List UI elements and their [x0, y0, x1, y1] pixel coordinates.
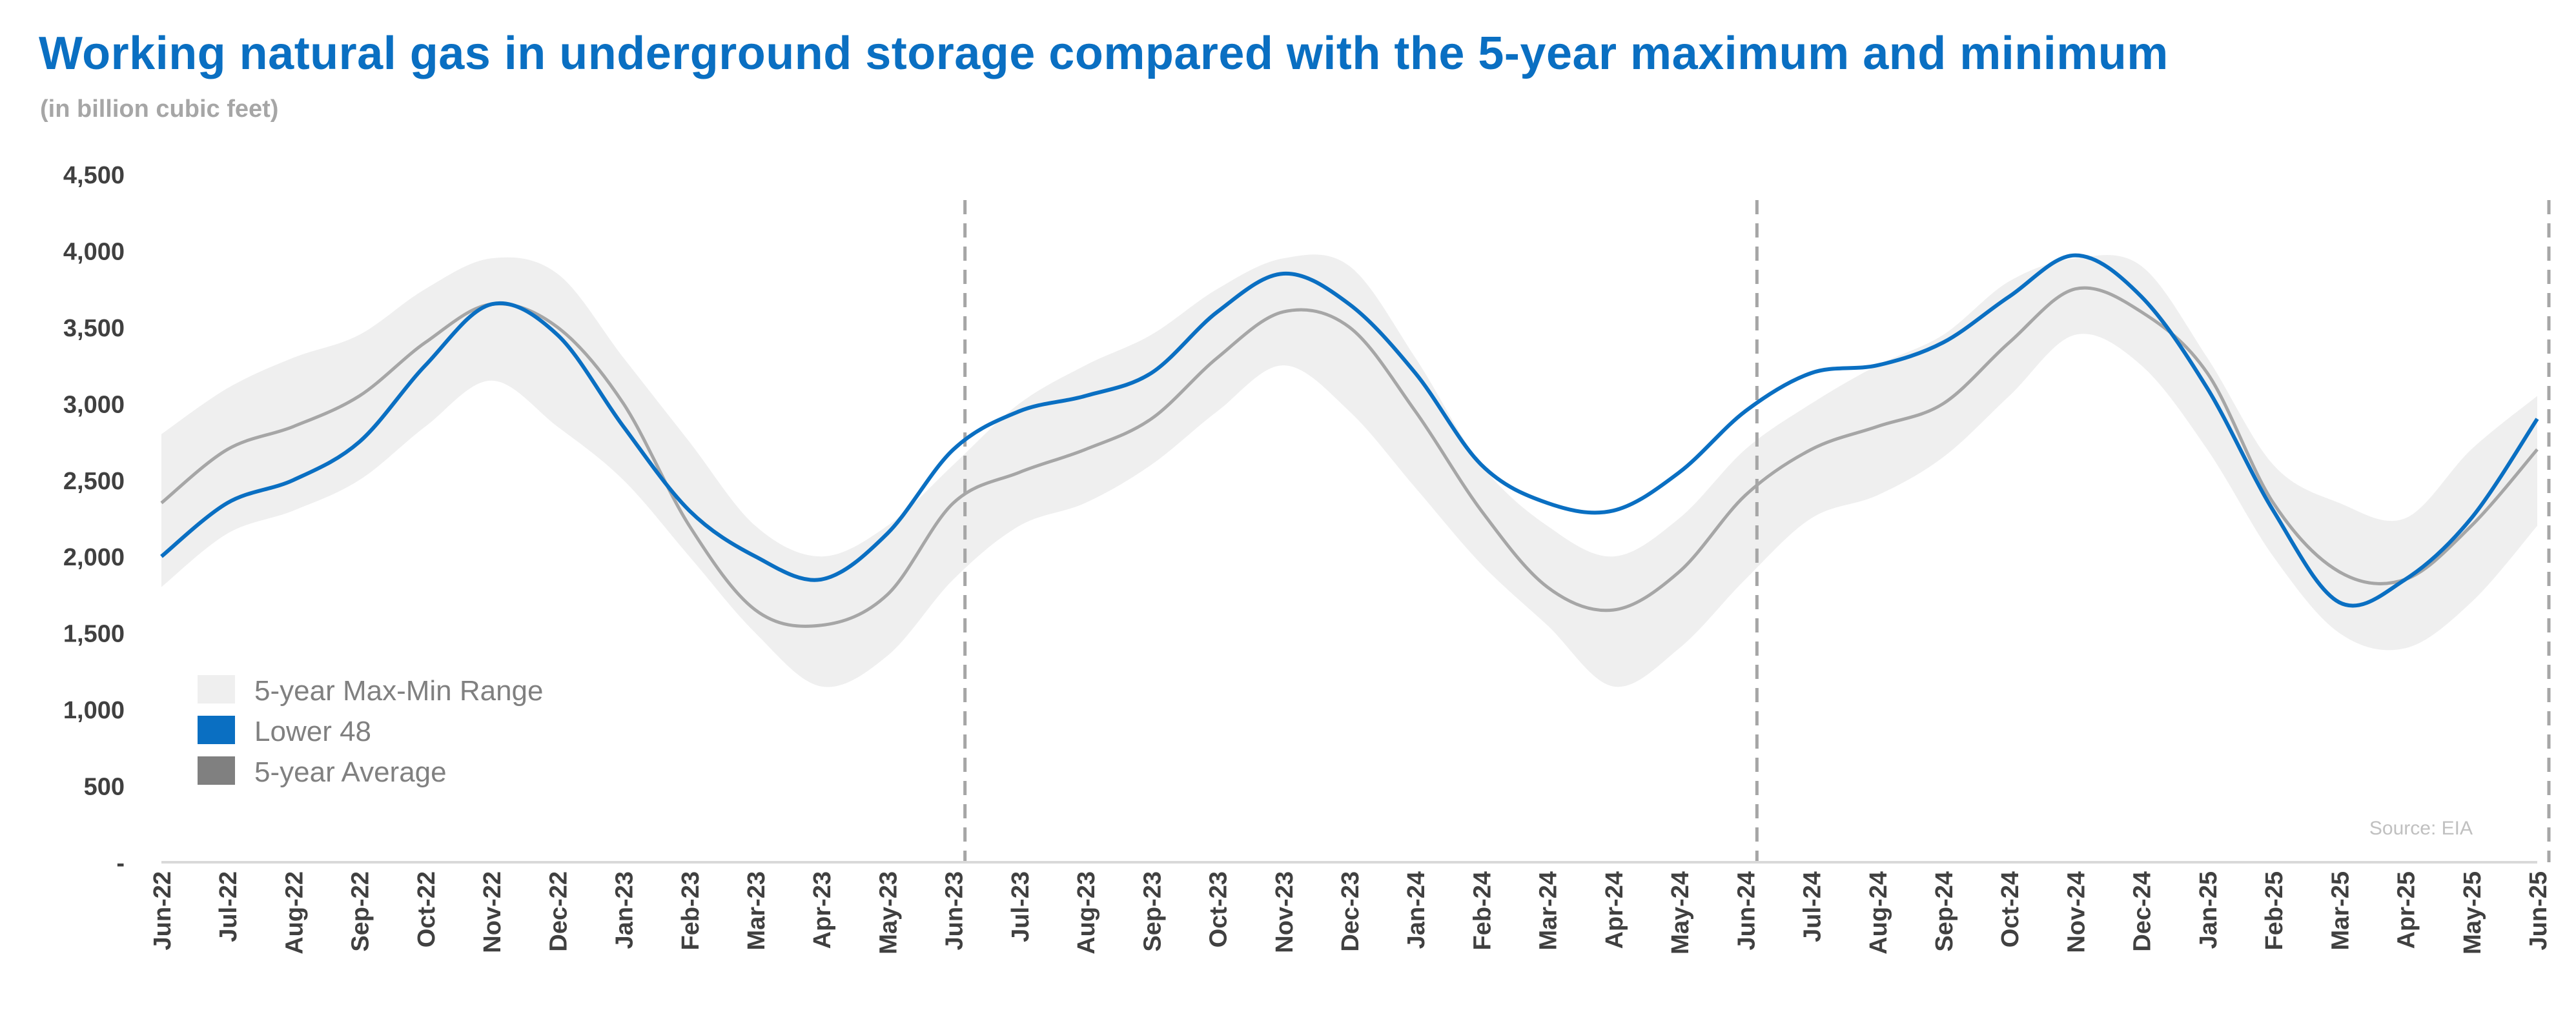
y-tick-label: 2,500 — [63, 468, 125, 495]
x-tick-label: Jul-24 — [1799, 871, 1826, 942]
y-tick-label: 1,000 — [63, 697, 125, 724]
x-tick-label: Dec-24 — [2129, 871, 2156, 952]
y-tick-label: 500 — [84, 774, 125, 801]
legend-label-range: 5-year Max-Min Range — [254, 675, 544, 707]
y-tick-label: - — [116, 850, 125, 877]
x-tick-label: Sep-24 — [1931, 871, 1958, 952]
divider-layer — [963, 200, 2551, 862]
x-tick-label: Jun-23 — [941, 871, 968, 950]
x-tick-label: Jul-22 — [215, 871, 242, 942]
x-tick-label: Mar-24 — [1535, 871, 1562, 951]
x-tick-label: Feb-25 — [2261, 871, 2288, 950]
x-tick-label: Mar-25 — [2327, 871, 2354, 951]
line-layer — [160, 253, 2539, 628]
legend-label-lower48: Lower 48 — [254, 716, 371, 747]
x-tick-label: Jun-22 — [149, 871, 176, 950]
x-tick-label: Sep-23 — [1139, 871, 1166, 952]
legend-swatch-range — [198, 675, 235, 703]
lower48-line — [160, 253, 2539, 608]
average-line — [160, 286, 2539, 628]
x-tick-label: May-25 — [2459, 871, 2486, 955]
x-tick-label: Dec-23 — [1337, 871, 1364, 952]
range-band — [161, 254, 2537, 687]
y-tick-label: 2,000 — [63, 544, 125, 571]
legend: 5-year Max-Min Range Lower 48 5-year Ave… — [198, 675, 544, 788]
x-tick-label: Aug-24 — [1865, 871, 1892, 955]
x-tick-label: Apr-25 — [2393, 871, 2420, 949]
x-tick-label: Aug-23 — [1073, 871, 1100, 955]
x-tick-label: May-24 — [1667, 871, 1694, 955]
x-tick-label: Nov-24 — [2063, 871, 2090, 953]
y-tick-label: 4,500 — [63, 162, 125, 189]
x-tick-label: Oct-22 — [413, 871, 440, 947]
x-tick-label: Aug-22 — [281, 871, 308, 955]
x-tick-label: Apr-23 — [809, 871, 836, 949]
chart-title: Working natural gas in underground stora… — [39, 28, 2169, 79]
chart-subtitle: (in billion cubic feet) — [40, 96, 279, 123]
x-tick-label: Nov-23 — [1271, 871, 1298, 953]
x-tick-label: May-23 — [875, 871, 902, 955]
legend-label-average: 5-year Average — [254, 756, 447, 788]
x-tick-label: Oct-23 — [1205, 871, 1232, 947]
x-tick-label: Feb-23 — [677, 871, 704, 950]
x-tick-label: Jul-23 — [1007, 871, 1034, 942]
x-tick-label: Jan-24 — [1403, 871, 1430, 949]
x-tick-label: Nov-22 — [479, 871, 506, 953]
x-tick-label: Sep-22 — [347, 871, 374, 952]
y-tick-label: 4,000 — [63, 238, 125, 265]
range-layer — [161, 254, 2537, 687]
axis-layer: - 500 1,000 1,500 2,000 2,500 3,000 3,500 4,000 4… — [63, 162, 2552, 955]
x-tick-label: Apr-24 — [1601, 871, 1628, 949]
x-tick-label: Jun-24 — [1733, 871, 1760, 950]
legend-swatch-lower48 — [198, 716, 235, 744]
x-tick-label: Mar-23 — [743, 871, 770, 951]
y-tick-label: 3,500 — [63, 315, 125, 342]
x-tick-label: Feb-24 — [1469, 871, 1496, 950]
x-tick-label: Jan-25 — [2195, 871, 2222, 949]
x-tick-label: Jan-23 — [611, 871, 639, 949]
x-tick-label: Dec-22 — [545, 871, 572, 952]
y-tick-label: 1,500 — [63, 621, 125, 648]
y-tick-label: 3,000 — [63, 391, 125, 418]
legend-swatch-average — [198, 756, 235, 785]
x-tick-label: Jun-25 — [2525, 871, 2552, 950]
source-note: Source: EIA — [2369, 818, 2473, 839]
x-tick-label: Oct-24 — [1997, 871, 2024, 947]
